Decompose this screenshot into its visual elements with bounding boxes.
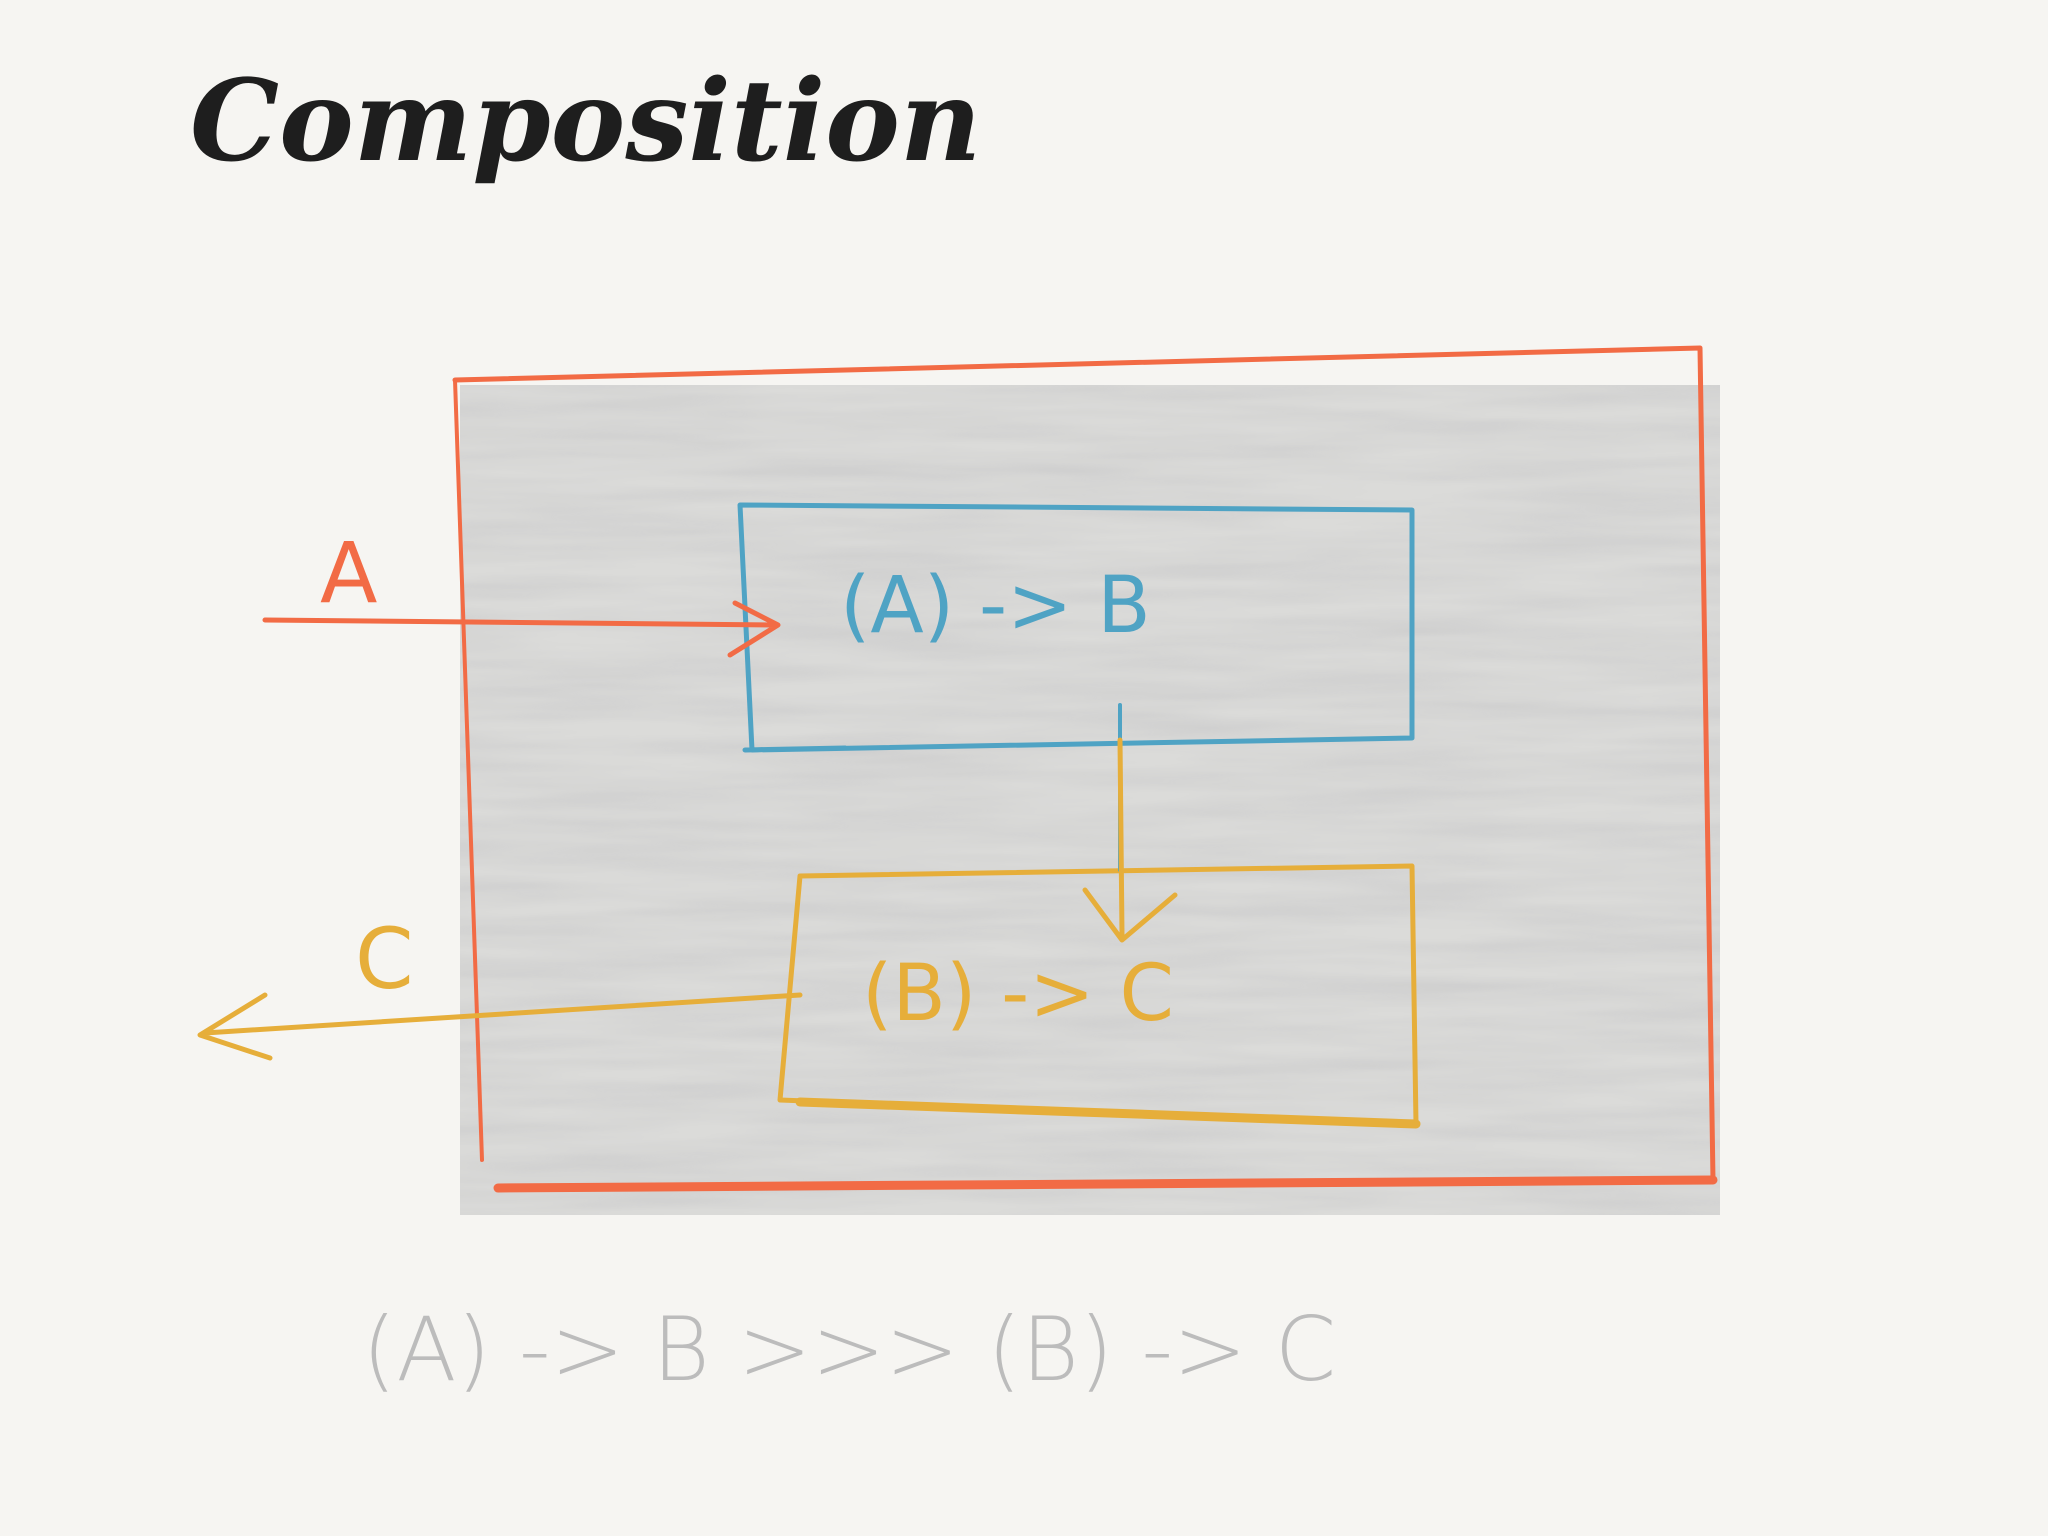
composition-formula: (A) -> B >>> (B) -> C: [362, 1298, 1336, 1401]
output-arrow: [197, 992, 803, 1061]
function-ab-label: (A) -> B: [840, 561, 1151, 651]
output-label: C: [355, 910, 414, 1008]
shaded-texture: [460, 385, 1720, 1215]
composition-box-left-edge: [453, 378, 484, 1162]
function-bc-box-bottom-edge: [795, 1097, 1421, 1129]
function-ab-box: [737, 502, 1415, 753]
function-bc-label: (B) -> C: [862, 949, 1174, 1039]
input-arrow: [262, 600, 781, 658]
input-label: A: [320, 524, 377, 622]
page-title: Composition: [190, 56, 981, 187]
connector-arrow: [1082, 737, 1178, 943]
composition-box-bottom-edge: [493, 1175, 1718, 1193]
